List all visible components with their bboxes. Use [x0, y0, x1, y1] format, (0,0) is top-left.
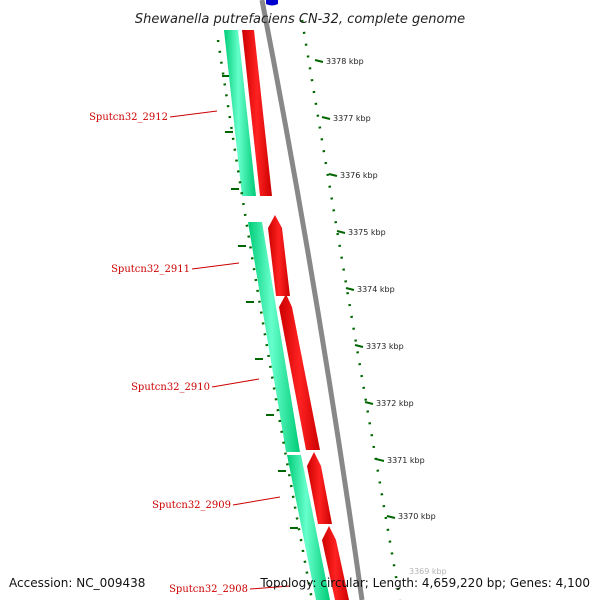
scale-label: 3369 kbp [409, 567, 447, 576]
major-tick [328, 173, 338, 177]
scale-label: 3371 kbp [387, 456, 425, 465]
major-ticks [222, 59, 396, 529]
scale-label: 3373 kbp [366, 342, 404, 351]
cds-track-red-2 [268, 215, 290, 296]
gene-leader-line [211, 378, 260, 388]
major-tick [364, 401, 374, 405]
gene-labels: Sputcn32_2912 Sputcn32_2911 Sputcn32_2910 S… [89, 110, 291, 595]
scale-label: 3372 kbp [376, 399, 414, 408]
major-tick [386, 515, 396, 519]
major-tick [321, 116, 331, 120]
gene-leader-line [232, 496, 281, 506]
map-title: Shewanella putrefaciens CN-32, complete … [135, 12, 465, 27]
scale-label: 3375 kbp [348, 228, 386, 237]
major-tick [354, 344, 364, 348]
genome-backbone [259, 0, 365, 600]
scale-labels: 3378 kbp 3377 kbp 3376 kbp 3375 kbp 3374 kbp… [326, 57, 447, 576]
major-tick [314, 59, 324, 63]
scale-label: 3378 kbp [326, 57, 364, 66]
gene-label: Sputcn32_2910 [131, 382, 210, 393]
cds-track-red-5 [322, 526, 349, 600]
gene-label: Sputcn32_2911 [111, 264, 190, 275]
cds-track-red-4 [307, 452, 332, 524]
cds-track-green-2 [248, 222, 300, 452]
gene-leader-line [249, 585, 291, 590]
cds-track-green-1 [224, 30, 256, 196]
major-tick [345, 287, 355, 291]
tick-ruler-right [300, 19, 402, 600]
major-tick [375, 458, 385, 462]
scale-label: 3370 kbp [398, 512, 436, 521]
scale-label: 3374 kbp [357, 285, 395, 294]
accession-text: Accession: NC_009438 [9, 576, 145, 590]
gene-label: Sputcn32_2909 [152, 500, 231, 511]
gene-label: Sputcn32_2908 [169, 584, 248, 595]
scale-label: 3377 kbp [333, 114, 371, 123]
major-tick [336, 230, 346, 234]
cds-track-red-1 [242, 30, 272, 196]
cds-track-red-3 [279, 294, 320, 450]
tick-ruler-left [216, 39, 314, 600]
gene-leader-line [169, 110, 218, 118]
scale-label: 3376 kbp [340, 171, 378, 180]
gene-leader-line [191, 262, 240, 270]
marker-icon [266, 0, 278, 6]
cds-track-green-3 [287, 455, 330, 600]
gene-label: Sputcn32_2912 [89, 112, 168, 123]
topology-summary: Topology: circular; Length: 4,659,220 bp… [259, 576, 590, 590]
